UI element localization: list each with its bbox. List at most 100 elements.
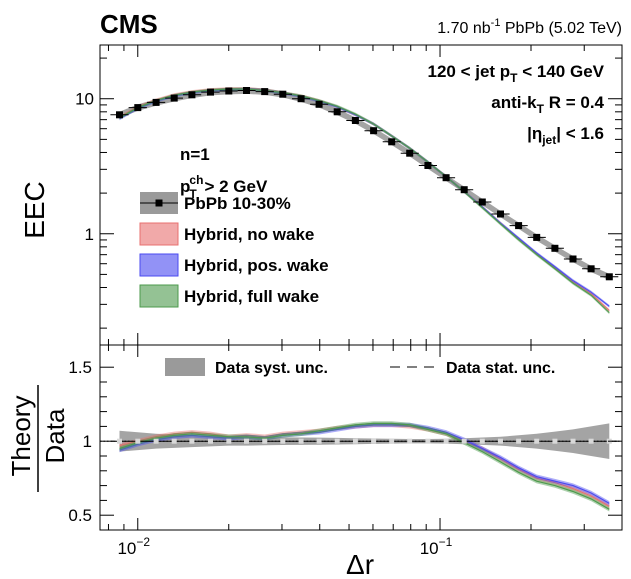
ratio-stat-point <box>516 438 522 444</box>
ratio-stat-point <box>461 438 467 444</box>
ratio-stat-point <box>135 438 141 444</box>
data-point <box>116 111 123 119</box>
data-point <box>207 88 214 96</box>
data-point <box>442 174 450 182</box>
syst-unc-label: Data syst. unc. <box>215 360 328 377</box>
ratio-line-hybrid-full-wake <box>119 422 610 510</box>
data-point <box>533 233 541 241</box>
legend-entry-hybrid-no-wake: Hybrid, no wake <box>139 222 314 246</box>
legend-swatch <box>139 253 179 277</box>
data-point <box>333 108 341 116</box>
data-point <box>388 138 396 146</box>
ratio-stat-point <box>298 438 304 444</box>
ratio-stat-point <box>389 438 395 444</box>
ratio-legend: Data syst. unc. Data stat. unc. <box>165 358 555 377</box>
track-pt-cut-label: pch T > 2 GeV <box>180 173 268 201</box>
data-point <box>551 244 559 252</box>
ratio-stat-point <box>153 438 159 444</box>
ratio-line-hybrid-pos-wake <box>119 424 610 504</box>
jet-pt-range-label: 120 < jet pT < 140 GeV <box>427 62 604 85</box>
ratio-stat-point <box>534 438 540 444</box>
data-point <box>515 222 523 230</box>
data-point <box>279 90 287 98</box>
legend-label: Hybrid, full wake <box>184 287 319 306</box>
data-point <box>424 162 432 169</box>
data-point <box>460 186 468 194</box>
legend-label: Hybrid, no wake <box>184 225 314 244</box>
ratio-stat-point <box>208 438 213 444</box>
legend-entry-pbpb-10-30: PbPb 10-30% <box>140 192 291 214</box>
data-syst-band <box>119 87 610 281</box>
top-panel-plot <box>110 87 619 315</box>
data-point <box>188 91 196 99</box>
data-point <box>569 255 577 263</box>
ratio-stat-point <box>552 438 558 444</box>
ratio-y-tick-label: 1 <box>83 432 92 451</box>
y-tick-label: 10 <box>75 90 94 109</box>
top-y-axis-title: EEC <box>19 181 50 239</box>
data-point <box>587 265 595 273</box>
ratio-stat-point <box>244 438 249 444</box>
legend-label: Hybrid, pos. wake <box>184 256 329 275</box>
syst-unc-swatch <box>165 358 205 376</box>
data-point <box>134 104 142 112</box>
ratio-stat-point <box>226 438 232 444</box>
legend-swatch <box>139 284 179 308</box>
ratio-stat-point <box>262 438 268 444</box>
ratio-stat-point <box>570 438 576 444</box>
data-point <box>261 88 269 96</box>
ratio-stat-point <box>407 438 413 444</box>
ratio-denominator: Data <box>40 408 70 463</box>
x-tick-label: 10−2 <box>117 535 150 558</box>
bottom-panel-frame <box>99 344 623 531</box>
data-point <box>605 273 613 281</box>
x-axis-title: Δr <box>346 549 374 579</box>
data-point <box>478 198 486 206</box>
theory-line-hybrid-full-wake <box>119 88 610 314</box>
ratio-stat-point <box>479 438 485 444</box>
data-point <box>315 100 323 108</box>
data-point <box>297 95 305 103</box>
data-point <box>225 87 233 95</box>
top-panel-axes: 1 10 <box>75 45 623 345</box>
legend: PbPb 10-30% Hybrid, no wake Hybrid, pos. w… <box>139 192 329 308</box>
legend-entry-hybrid-full-wake: Hybrid, full wake <box>139 284 319 308</box>
ratio-band-hybrid-full-wake <box>119 421 610 512</box>
legend-label: PbPb 10-30% <box>184 194 291 213</box>
bottom-panel-plot <box>100 421 622 512</box>
data-point <box>243 87 250 94</box>
bottom-panel-axes: 0.5 1 1.5 10−2 10−1 <box>68 345 623 558</box>
ratio-stat-point <box>316 438 322 444</box>
ratio-stat-point <box>117 438 122 444</box>
ratio-stat-point <box>171 438 177 444</box>
legend-swatch-marker <box>155 199 163 207</box>
data-point <box>152 98 160 106</box>
ratio-stat-point <box>280 438 286 444</box>
x-tick-label: 10−1 <box>420 535 453 558</box>
ratio-stat-point <box>334 438 340 444</box>
n-label: n=1 <box>180 145 210 164</box>
ratio-stat-point <box>498 438 503 444</box>
bottom-y-axis-title: Theory Data <box>6 385 70 492</box>
legend-entry-hybrid-pos-wake: Hybrid, pos. wake <box>139 253 329 277</box>
ratio-stat-point <box>443 438 449 444</box>
ratio-stat-point <box>352 438 358 444</box>
ratio-y-tick-label: 1.5 <box>68 358 92 377</box>
ratio-numerator: Theory <box>6 396 36 477</box>
data-point <box>406 149 414 157</box>
cms-logo: CMS <box>100 9 158 39</box>
data-point <box>170 94 178 102</box>
stat-unc-label: Data stat. unc. <box>446 360 555 377</box>
ratio-y-tick-label: 0.5 <box>68 506 92 525</box>
y-tick-label: 1 <box>85 225 94 244</box>
data-point <box>351 117 359 124</box>
jet-algo-label: anti-kT R = 0.4 <box>491 93 604 116</box>
ratio-stat-point <box>371 438 377 444</box>
legend-swatch <box>139 222 179 246</box>
data-point <box>370 127 378 135</box>
ratio-stat-point <box>588 438 594 444</box>
ratio-stat-point <box>425 438 431 444</box>
ratio-stat-point <box>189 438 195 444</box>
lumi-label: 1.70 nb-1 PbPb (5.02 TeV) <box>437 17 622 37</box>
